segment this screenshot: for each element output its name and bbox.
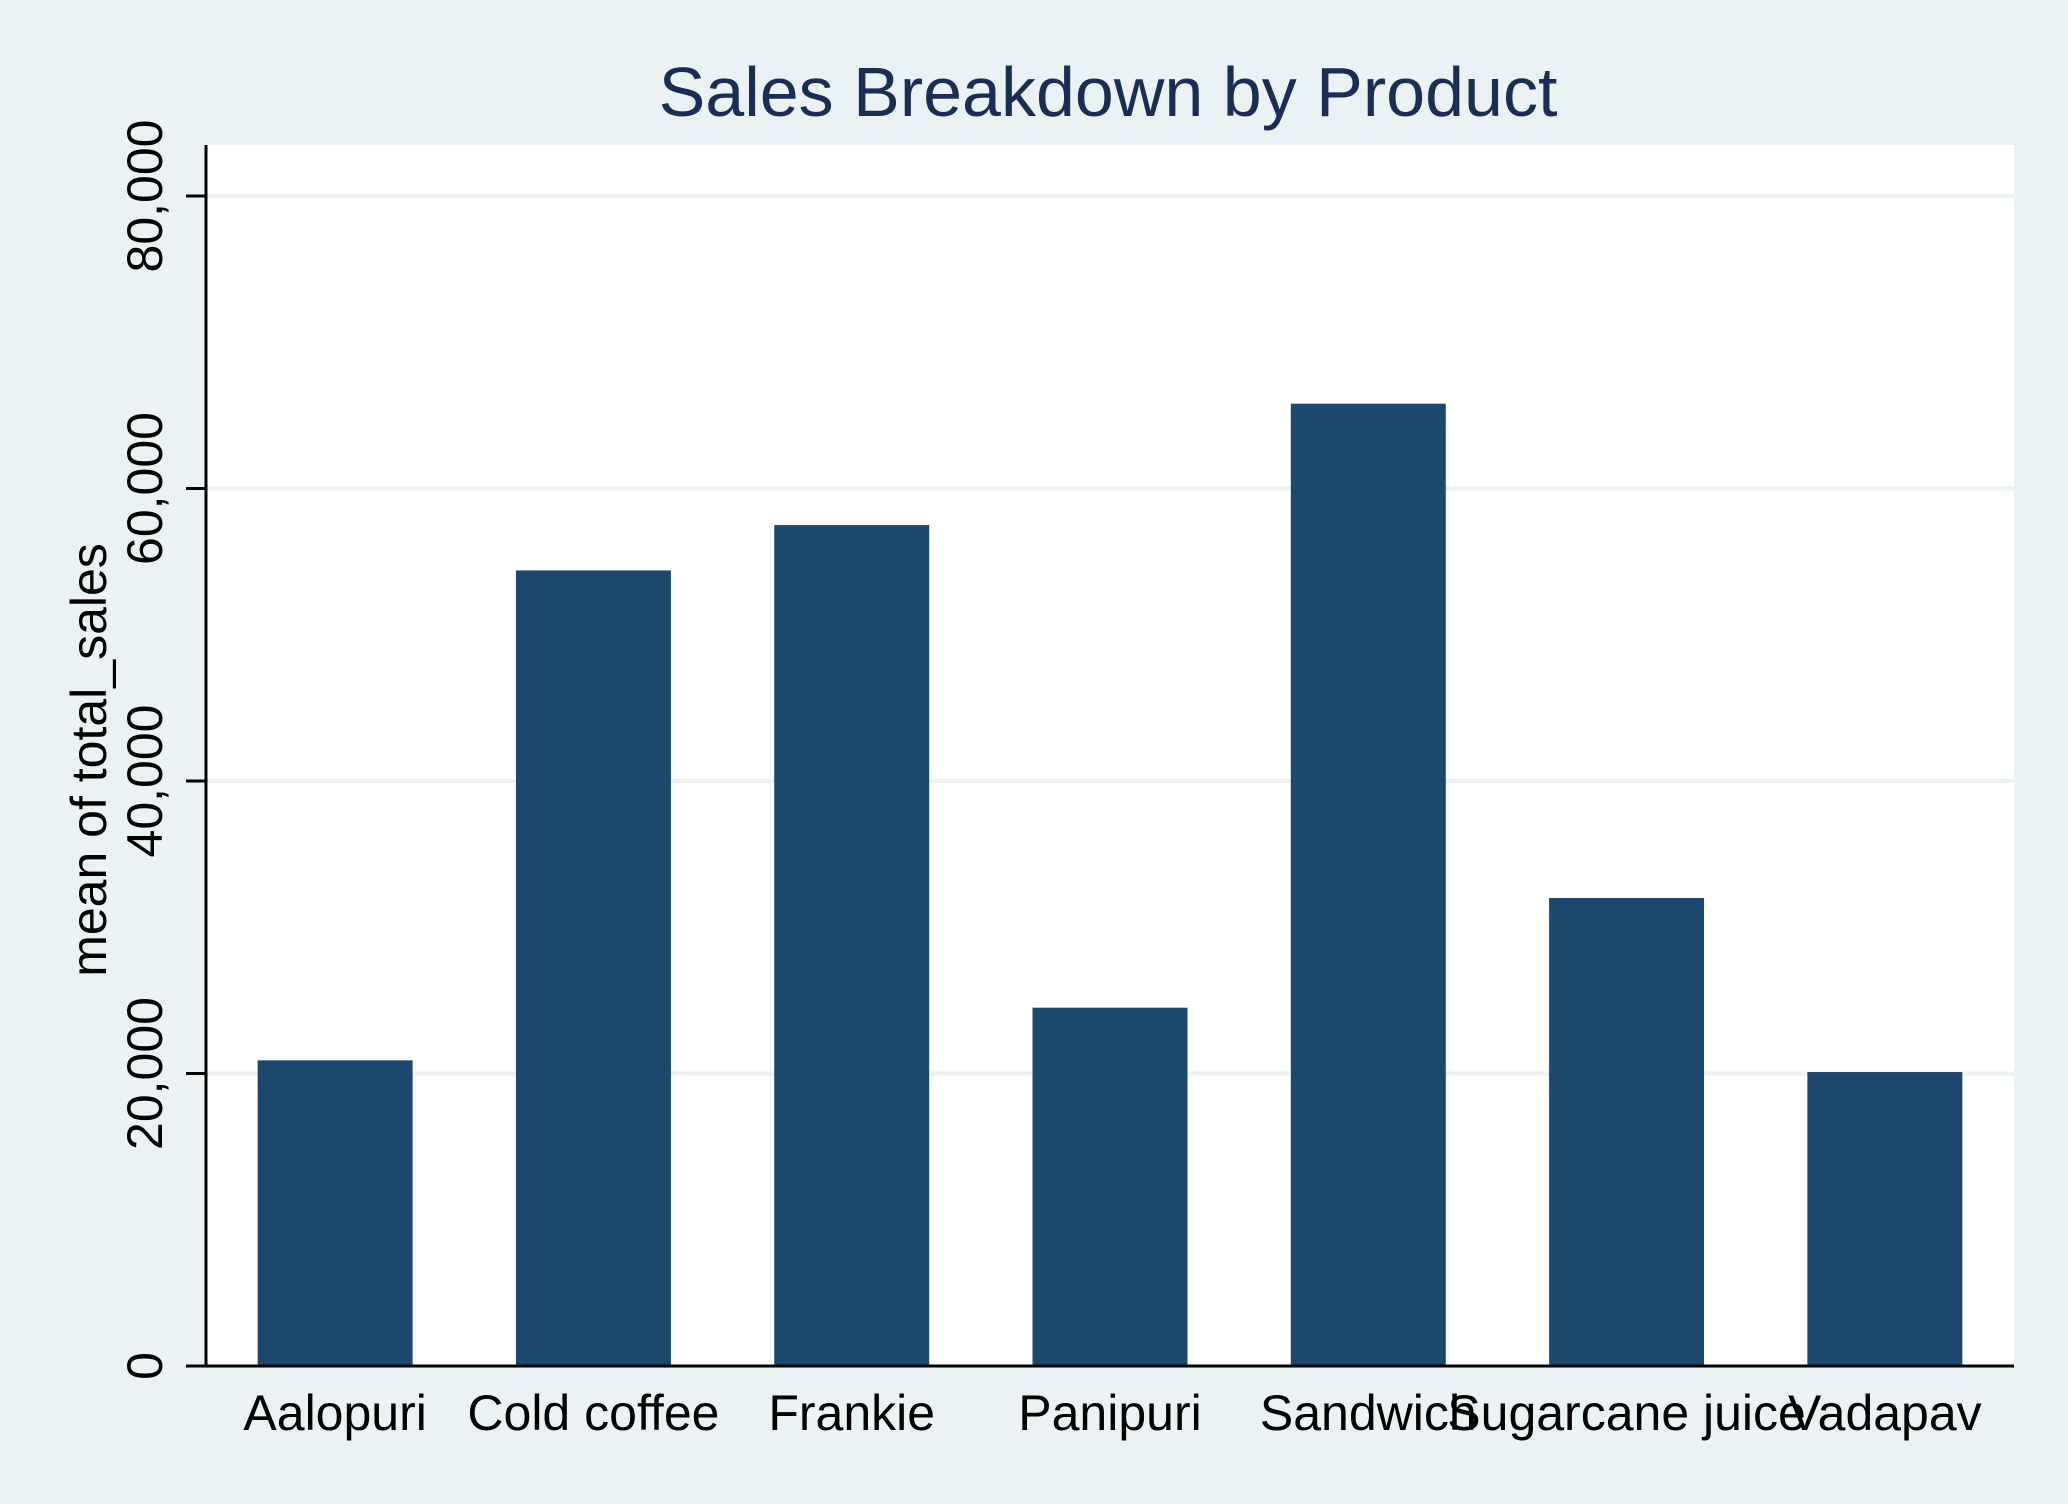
y-tick-label: 20,000 (117, 997, 173, 1150)
bar-sugarcane-juice (1549, 898, 1705, 1366)
x-axis-ticks: Aalopuri Cold coffee Frankie Panipuri Sandwi… (243, 1385, 1981, 1441)
bar-frankie (774, 525, 930, 1366)
x-tick-label: Vadapav (1788, 1385, 1982, 1441)
x-tick-label: Cold coffee (467, 1385, 719, 1441)
x-tick-label: Sandwich (1260, 1385, 1477, 1441)
bar-cold-coffee (515, 570, 671, 1366)
y-tick-label: 60,000 (117, 412, 173, 565)
bar-vadapav (1807, 1072, 1963, 1366)
bar-aalopuri (257, 1060, 413, 1366)
x-tick-label: Aalopuri (243, 1385, 426, 1441)
y-axis-title: mean of total_sales (61, 543, 117, 977)
x-tick-label: Sugarcane juice (1447, 1385, 1806, 1441)
y-tick-label: 80,000 (117, 120, 173, 273)
y-tick-label: 40,000 (117, 705, 173, 858)
bar-panipuri (1032, 1007, 1188, 1366)
axes (186, 145, 2014, 1368)
x-tick-label: Frankie (768, 1385, 935, 1441)
x-tick-label: Panipuri (1018, 1385, 1201, 1441)
bars (257, 403, 1963, 1366)
chart-title: Sales Breakdown by Product (659, 53, 1558, 131)
y-tick-label: 0 (117, 1352, 173, 1380)
bar-sandwich (1290, 403, 1446, 1366)
y-axis-ticks: 0 20,000 40,000 60,000 80,000 (117, 120, 206, 1380)
